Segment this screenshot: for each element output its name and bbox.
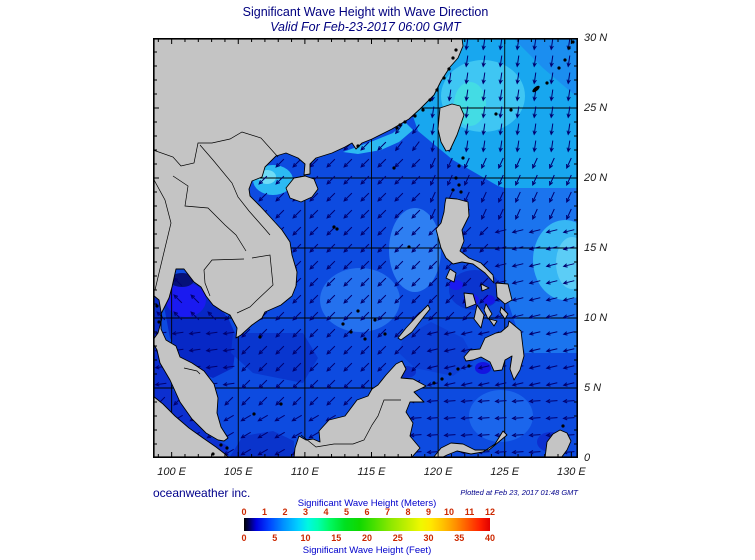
land-masbate [480,283,490,292]
meters-tick: 10 [443,507,454,517]
land-hainan [285,175,319,203]
legend-title-feet: Significant Wave Height (Feet) [302,545,432,556]
country-borders [153,131,401,448]
meters-tick: 3 [302,507,308,517]
land-sulawesi [432,430,508,458]
meters-tick: 11 [464,507,475,517]
valid-time-subtitle: Valid For Feb-23-2017 06:00 GMT [270,20,461,34]
land-negros [473,304,485,329]
feet-tick: 25 [392,533,403,543]
colorbar [244,518,490,531]
lat-label: 25 N [584,102,608,114]
meters-tick: 12 [484,507,495,517]
land-mindoro [445,268,457,283]
meters-tick: 7 [384,507,390,517]
lon-label: 120 E [423,466,453,478]
feet-tick: 5 [272,533,278,543]
lat-label: 15 N [584,242,608,254]
land-palawan [397,304,431,341]
meters-tick: 2 [282,507,288,517]
lon-label: 130 E [556,466,586,478]
page-title: Significant Wave Height with Wave Direct… [242,5,489,19]
meters-tick: 8 [405,507,411,517]
map-area [153,38,578,458]
lat-label: 20 N [584,172,608,184]
meters-tick: 0 [241,507,247,517]
lon-label: 105 E [223,466,253,478]
legend-title-meters: Significant Wave Height (Meters) [297,498,437,509]
lon-label: 110 E [290,466,319,478]
land-leyte [499,306,509,320]
feet-tick: 35 [454,533,465,543]
land-borneo [293,360,427,458]
lon-label: 100 E [157,466,187,478]
lon-label: 115 E [357,466,386,478]
meters-tick: 6 [364,507,370,517]
meters-tick: 4 [323,507,329,517]
credit-text: oceanweather inc. [153,486,251,500]
land-bohol [488,318,498,327]
feet-tick: 10 [300,533,311,543]
meters-tick: 1 [261,507,267,517]
meters-tick: 9 [425,507,431,517]
lon-label: 125 E [490,466,520,478]
plotted-timestamp: Plotted at Feb 23, 2017 01:48 GMT [460,488,578,497]
feet-tick: 20 [361,533,372,543]
land-taiwan [437,103,465,152]
feet-tick: 40 [484,533,495,543]
meters-tick: 5 [343,507,349,517]
wave-map [153,38,578,458]
lat-label: 30 N [584,32,608,44]
lat-label: 5 N [584,382,602,394]
feet-tick: 0 [241,533,247,543]
land-halmahera [544,429,572,458]
feet-tick: 30 [423,533,434,543]
land-panay [463,292,477,309]
lat-label: 0 [584,452,591,464]
map-frame [153,38,578,458]
land-samar [495,282,513,305]
land-sumatra [153,395,230,458]
land-mindanao [463,320,525,381]
feet-tick: 15 [331,533,342,543]
lat-label: 10 N [584,312,608,324]
land-cebu [483,303,493,320]
land-luzon [435,197,495,284]
small-islands [155,40,575,456]
